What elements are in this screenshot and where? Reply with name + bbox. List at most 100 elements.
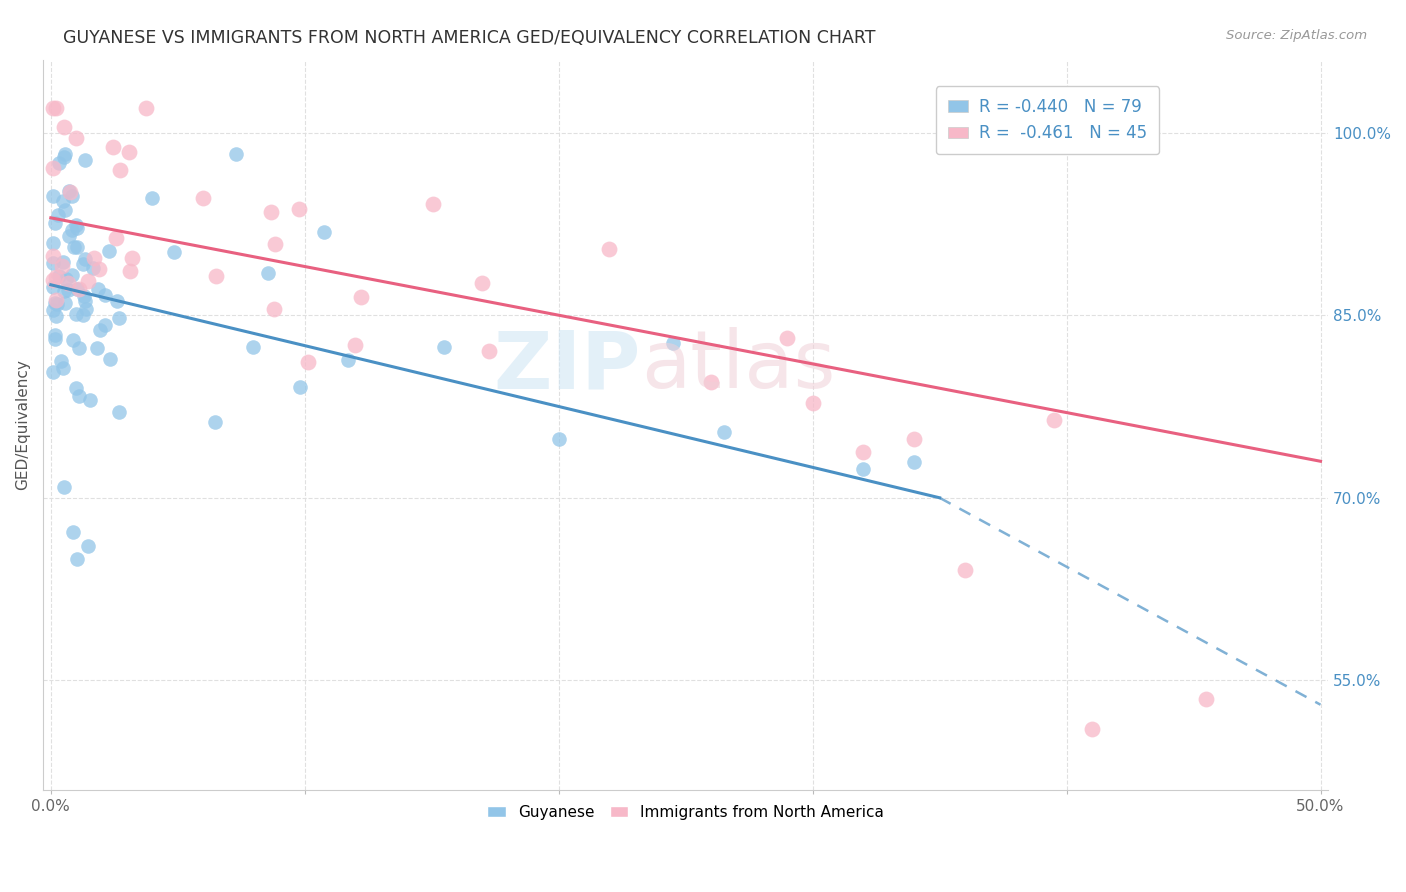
Point — [65, 130, 87, 145]
Point — [120, 264, 142, 278]
Point — [42, 189, 65, 203]
Point — [87, 282, 110, 296]
Point — [75, 302, 97, 317]
Point — [77, 540, 100, 554]
Point — [108, 163, 131, 178]
Point — [79, 393, 101, 408]
Point — [337, 352, 360, 367]
Point — [1195, 691, 1218, 706]
Y-axis label: GED/Equivalency: GED/Equivalency — [15, 359, 30, 491]
Point — [48, 156, 70, 170]
Point — [60, 189, 83, 203]
Point — [62, 240, 84, 254]
Point — [118, 145, 141, 159]
Point — [257, 266, 280, 280]
Point — [48, 268, 70, 283]
Point — [49, 354, 72, 368]
Text: ZIP: ZIP — [494, 327, 641, 405]
Point — [105, 294, 128, 309]
Point — [44, 296, 66, 310]
Point — [193, 191, 215, 205]
Point — [105, 231, 128, 245]
Point — [53, 120, 76, 134]
Point — [65, 381, 87, 395]
Point — [98, 352, 121, 367]
Point — [288, 380, 311, 394]
Point — [263, 236, 285, 251]
Point — [53, 203, 76, 218]
Point — [89, 323, 111, 337]
Point — [62, 333, 84, 347]
Point — [73, 294, 96, 309]
Point — [903, 432, 925, 446]
Point — [263, 302, 285, 317]
Point — [42, 303, 65, 318]
Point — [547, 432, 569, 446]
Point — [82, 260, 104, 275]
Point — [204, 415, 226, 429]
Point — [58, 184, 80, 198]
Point — [121, 252, 143, 266]
Point — [953, 563, 976, 577]
Point — [67, 281, 90, 295]
Point — [44, 327, 66, 342]
Point — [72, 257, 94, 271]
Point — [67, 341, 90, 355]
Point — [42, 365, 65, 379]
Point — [97, 244, 120, 259]
Point — [93, 288, 115, 302]
Point — [852, 462, 875, 476]
Point — [66, 240, 89, 254]
Point — [107, 311, 129, 326]
Point — [65, 308, 87, 322]
Point — [42, 255, 65, 269]
Point — [225, 147, 247, 161]
Point — [75, 153, 97, 168]
Point — [56, 284, 79, 298]
Point — [60, 223, 83, 237]
Point — [260, 204, 283, 219]
Point — [598, 243, 620, 257]
Point — [66, 282, 89, 296]
Point — [73, 252, 96, 267]
Point — [60, 268, 83, 282]
Point — [87, 262, 110, 277]
Point — [77, 274, 100, 288]
Text: Source: ZipAtlas.com: Source: ZipAtlas.com — [1226, 29, 1367, 42]
Point — [52, 284, 75, 298]
Point — [297, 355, 319, 369]
Point — [46, 208, 69, 222]
Point — [478, 343, 501, 358]
Point — [135, 101, 157, 115]
Point — [86, 342, 108, 356]
Point — [52, 150, 75, 164]
Point — [83, 251, 105, 265]
Legend: Guyanese, Immigrants from North America: Guyanese, Immigrants from North America — [481, 799, 890, 826]
Point — [433, 340, 456, 354]
Point — [903, 454, 925, 468]
Point — [45, 297, 67, 311]
Point — [66, 221, 89, 235]
Point — [67, 388, 90, 402]
Point — [205, 268, 228, 283]
Point — [65, 218, 87, 232]
Point — [44, 217, 66, 231]
Point — [101, 140, 124, 154]
Point — [1043, 413, 1066, 427]
Point — [141, 191, 163, 205]
Point — [700, 376, 723, 390]
Point — [42, 235, 65, 250]
Point — [801, 395, 824, 409]
Point — [107, 404, 129, 418]
Point — [314, 225, 336, 239]
Point — [163, 244, 186, 259]
Point — [53, 147, 76, 161]
Point — [44, 332, 66, 346]
Point — [53, 296, 76, 310]
Point — [55, 271, 77, 285]
Point — [45, 293, 67, 308]
Point — [42, 249, 65, 263]
Point — [56, 276, 79, 290]
Point — [852, 445, 875, 459]
Point — [1081, 722, 1104, 736]
